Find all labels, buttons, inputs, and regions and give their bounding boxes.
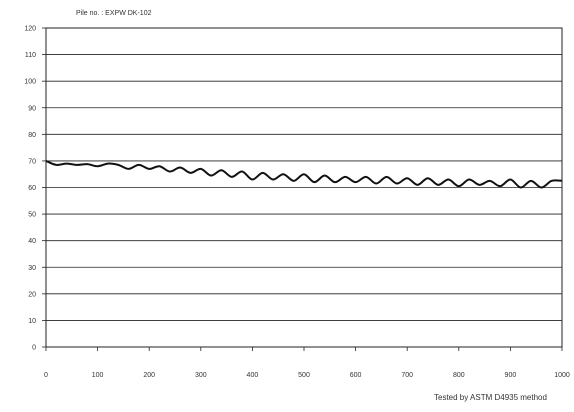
y-tick-label: 0	[32, 345, 36, 352]
x-tick-label: 600	[350, 372, 362, 379]
x-tick-label: 200	[143, 372, 155, 379]
y-tick-label: 20	[28, 291, 36, 298]
x-tick-label: 300	[195, 372, 207, 379]
x-tick-label: 500	[298, 372, 310, 379]
x-axis-ticks: 0 100 200 300 400 500 600 700 800 900 1000	[44, 347, 570, 379]
y-tick-label: 50	[28, 212, 36, 219]
y-tick-label: 110	[25, 52, 36, 59]
y-tick-label: 30	[28, 265, 36, 272]
series-layer	[45, 159, 563, 189]
grid-lines	[46, 54, 562, 321]
x-tick-label: 100	[92, 372, 104, 379]
y-tick-label: 80	[28, 132, 36, 139]
x-tick-label: 800	[453, 372, 465, 379]
y-tick-label: 100	[24, 79, 36, 86]
y-tick-label: 60	[28, 185, 36, 192]
method-note: Tested by ASTM D4935 method	[434, 393, 547, 402]
series-line	[45, 159, 563, 189]
x-tick-label: 1000	[554, 372, 570, 379]
y-tick-label: 90	[28, 105, 36, 112]
y-tick-label: 40	[28, 238, 36, 245]
x-tick-label: 700	[401, 372, 413, 379]
x-tick-label: 0	[44, 372, 48, 379]
chart-subtitle: Pile no. : EXPW DK-102	[76, 10, 152, 17]
y-tick-label: 120	[24, 26, 36, 33]
y-tick-label: 70	[28, 158, 36, 165]
x-tick-label: 400	[247, 372, 259, 379]
y-tick-label: 10	[28, 318, 36, 325]
y-axis-ticks: 0 10 20 30 40 50 60 70 80 90 100 110 120	[24, 26, 46, 352]
x-tick-label: 900	[505, 372, 517, 379]
